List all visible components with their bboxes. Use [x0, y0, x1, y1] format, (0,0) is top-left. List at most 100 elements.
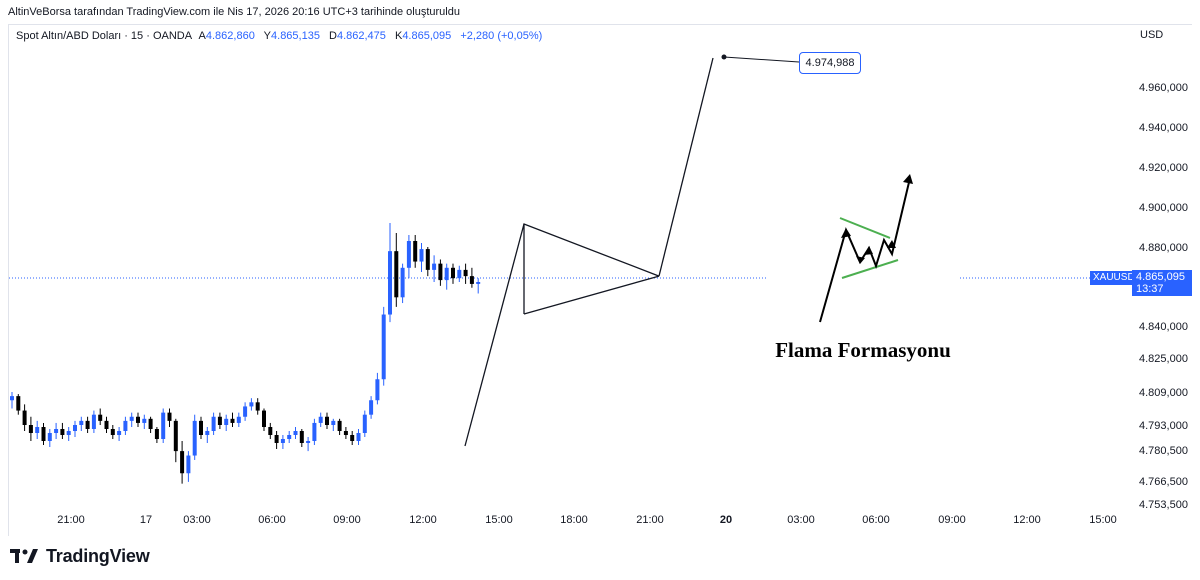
candle-body	[280, 439, 285, 443]
candle	[356, 429, 361, 445]
candle	[469, 267, 474, 288]
candle-body	[91, 414, 96, 429]
candle	[211, 412, 216, 435]
legend-low: 4.862,475	[336, 30, 386, 42]
candle	[199, 416, 203, 439]
candle-body	[73, 425, 77, 431]
currency-label[interactable]: USD	[1140, 29, 1164, 41]
candle-body	[98, 414, 103, 421]
legend-high: 4.865,135	[271, 30, 320, 42]
candle	[280, 435, 285, 449]
candle	[413, 235, 418, 268]
candle	[337, 418, 342, 435]
flag-pattern-label: Flama Formasyonu	[775, 338, 951, 362]
x-tick-label: 03:00	[183, 514, 211, 526]
candle	[236, 412, 241, 427]
candle-body	[268, 427, 273, 435]
candle-body	[136, 416, 140, 423]
candle	[79, 416, 84, 431]
candle	[476, 278, 481, 294]
candle	[457, 265, 462, 283]
candle	[262, 408, 266, 431]
x-axis: 21:00 17 03:00 06:00 09:00 12:00 15:00 18:00 21:…	[57, 514, 1117, 526]
candle	[73, 420, 77, 437]
candle	[451, 263, 455, 284]
candle	[224, 414, 229, 431]
candle-body	[41, 427, 46, 441]
candle	[299, 429, 304, 447]
y-tick-label: 4.940,000	[1139, 122, 1188, 134]
candle-body	[142, 418, 147, 423]
y-tick-label: 4.960,000	[1139, 82, 1188, 94]
candle-body	[230, 418, 235, 423]
chart-frame[interactable]	[8, 24, 1192, 536]
x-tick-label: 12:00	[409, 514, 437, 526]
pattern-drawings	[464, 54, 800, 447]
candle	[230, 412, 235, 427]
candle	[438, 259, 443, 286]
candle-body	[110, 429, 115, 435]
bar-countdown: 13:37	[1136, 283, 1164, 295]
current-price-badge: 4.865,095 13:37	[1132, 270, 1192, 296]
candle-body	[274, 435, 279, 443]
candle	[186, 451, 191, 482]
candle	[425, 247, 430, 277]
candle-body	[60, 429, 65, 435]
candle	[35, 420, 40, 439]
candle-body	[325, 416, 329, 425]
candle-body	[438, 263, 443, 281]
candle	[129, 412, 134, 427]
candle-body	[236, 416, 241, 423]
x-tick-label: 21:00	[636, 514, 664, 526]
target-price-callout[interactable]: 4.974,988	[799, 52, 861, 74]
candle-body	[375, 379, 380, 401]
flag-arrow-head-icon	[887, 240, 896, 248]
x-tick-label: 15:00	[485, 514, 513, 526]
chart-credit: AltinVeBorsa tarafından TradingView.com …	[8, 6, 460, 18]
candle-body	[10, 396, 14, 401]
candle	[394, 233, 399, 307]
candle	[243, 402, 248, 421]
candle	[274, 431, 279, 449]
flag-pattern-inset: Flama Formasyonu	[768, 156, 958, 380]
candle	[268, 422, 273, 439]
candle-body	[388, 251, 392, 315]
candle-body	[299, 431, 304, 443]
x-tick-label: 20	[720, 514, 732, 526]
y-axis: 4.753,500 4.766,500 4.780,500 4.793,000 4.80…	[1139, 82, 1188, 511]
candle-body	[180, 451, 185, 474]
candle-body	[129, 416, 134, 421]
candle-body	[318, 416, 323, 423]
candle	[117, 427, 122, 441]
x-tick-label: 18:00	[560, 514, 588, 526]
candles	[10, 223, 481, 484]
candle	[249, 398, 254, 411]
y-tick-label: 4.840,000	[1139, 321, 1188, 333]
flagpole-line	[464, 223, 660, 447]
legend-close: 4.865,095	[402, 30, 452, 42]
flag-price-path	[819, 177, 911, 323]
candle-body	[356, 433, 361, 441]
x-tick-label: 06:00	[862, 514, 890, 526]
legend-symbol[interactable]: Spot Altın/ABD Doları · 15 · OANDA	[16, 30, 193, 42]
x-tick-label: 17	[140, 514, 152, 526]
candle	[205, 427, 210, 443]
flag-lower-line	[841, 259, 899, 279]
candle-body	[262, 410, 266, 427]
candle	[432, 255, 437, 283]
flag-arrow-head-icon	[856, 256, 865, 264]
candle-body	[243, 406, 248, 417]
brand-name: TradingView	[46, 545, 150, 566]
candle-body	[173, 420, 178, 452]
x-tick-label: 03:00	[787, 514, 815, 526]
x-tick-label: 06:00	[258, 514, 286, 526]
candle	[110, 425, 115, 439]
y-tick-label: 4.753,500	[1139, 499, 1188, 511]
tradingview-logo[interactable]: TradingView	[10, 545, 150, 567]
x-tick-label: 09:00	[333, 514, 361, 526]
candle	[381, 306, 386, 386]
candle-body	[35, 427, 40, 433]
candle-body	[350, 435, 355, 441]
candle-body	[425, 249, 430, 270]
